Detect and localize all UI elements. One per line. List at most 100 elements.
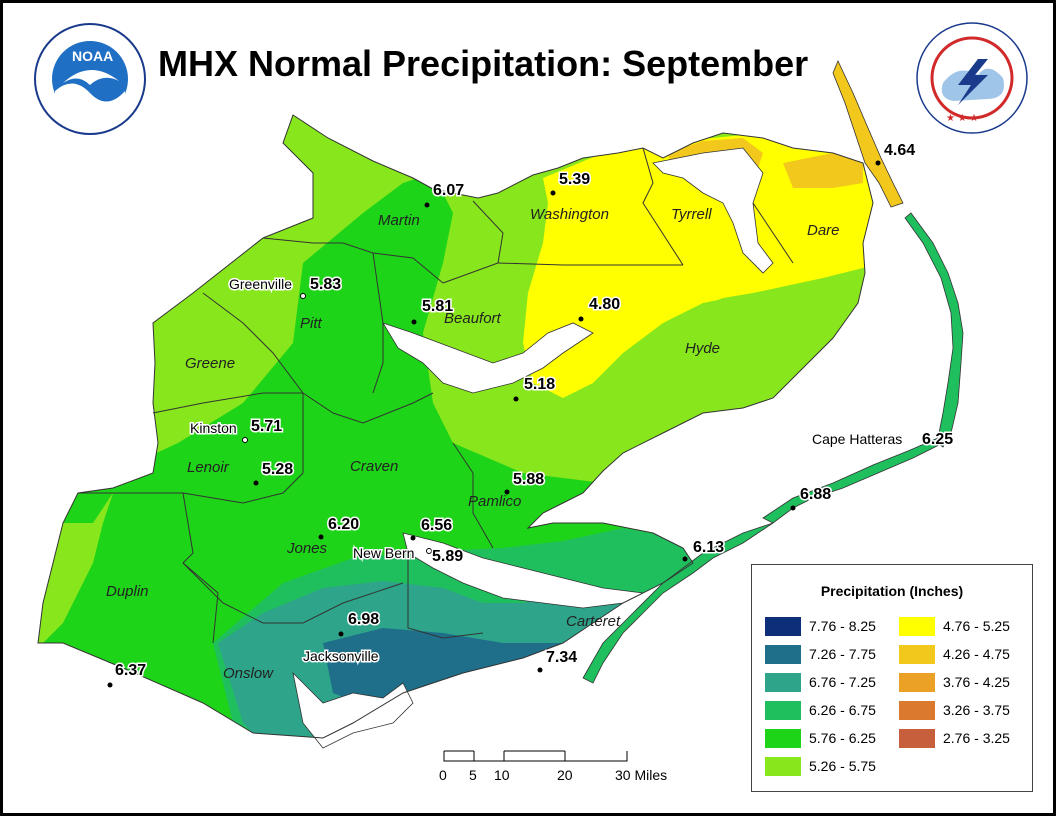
county-label: Carteret: [566, 613, 621, 630]
legend-swatch: [765, 700, 801, 720]
legend-title: Precipitation (Inches): [820, 583, 964, 599]
city-label: New Bern: [353, 545, 414, 561]
station-dot: [318, 534, 324, 540]
nws-logo: ★ ★ ★: [916, 22, 1028, 134]
station-value: 5.83: [310, 276, 341, 293]
zone-5-26-5-75-hyde: [623, 278, 873, 423]
scale-bar: [443, 750, 628, 762]
boundary-pitt-greene: [202, 292, 304, 394]
station-value: 6.88: [800, 486, 831, 503]
legend-label: 6.26 - 6.75: [809, 702, 876, 718]
station-value: 6.56: [421, 517, 452, 534]
boundary-washington-tyrrell: [642, 147, 684, 266]
boundary-duplin-lenoir: [78, 492, 194, 564]
boundary-lenoir-jones: [182, 393, 304, 504]
scale-label: 0: [439, 767, 447, 783]
legend-swatch: [765, 756, 801, 776]
albemarle-river-inlet: [652, 147, 774, 274]
county-label: Duplin: [106, 583, 149, 600]
boundary-martin-pitt: [262, 237, 444, 284]
station-dot: [537, 667, 543, 673]
station-dot: [411, 319, 417, 325]
legend-label: 6.76 - 7.25: [809, 674, 876, 690]
station-value: 5.39: [559, 171, 590, 188]
station-value: 6.13: [693, 539, 724, 556]
scale-bar-labels: 0 5 10 20 30 Miles: [439, 767, 667, 783]
city-labels: Greenville Kinston Cape Hatteras New Ber…: [189, 275, 904, 666]
legend-label: 3.26 - 3.75: [943, 702, 1010, 718]
station-value: 6.20: [328, 516, 359, 533]
boundary-washington-beaufort: [497, 262, 683, 266]
legend-item: 2.76 - 3.25: [899, 728, 1010, 748]
legend-label: 5.76 - 6.25: [809, 730, 876, 746]
county-label: Onslow: [223, 665, 274, 682]
station-markers: [107, 160, 881, 688]
legend-label: 2.76 - 3.25: [943, 730, 1010, 746]
boundary-lenoir-craven: [302, 392, 434, 424]
legend-item: 4.26 - 4.75: [899, 644, 1010, 664]
city-label: Cape Hatteras: [812, 431, 902, 447]
scale-label: 30 Miles: [615, 767, 667, 783]
county-label: Pamlico: [468, 493, 521, 510]
precipitation-map: Martin Washington Tyrrell Dare Pitt Beau…: [34, 22, 1028, 783]
station-value: 5.89: [432, 548, 463, 565]
legend-label: 3.76 - 4.25: [943, 674, 1010, 690]
legend-swatch: [899, 672, 935, 692]
station-dot: [424, 202, 430, 208]
boundary-craven-pamlico: [452, 442, 494, 549]
county-label: Dare: [807, 222, 840, 239]
city-label: Jacksonville: [303, 648, 379, 664]
station-value: 5.71: [251, 418, 282, 435]
boundary-carteret: [407, 553, 484, 639]
station-dot: [790, 505, 796, 511]
page-title: MHX Normal Precipitation: September: [158, 43, 809, 84]
station-dot: [550, 190, 556, 196]
county-label: Martin: [378, 212, 420, 229]
station-value: 5.81: [422, 298, 453, 315]
boundary-pitt-beaufort: [372, 252, 384, 394]
boundary-tyrrell-dare: [752, 202, 794, 264]
station-value: 5.28: [262, 461, 293, 478]
legend-label: 4.26 - 4.75: [943, 646, 1010, 662]
outer-banks: [582, 60, 964, 684]
legend-swatch: [899, 728, 935, 748]
boundary-duplin-onslow: [182, 562, 219, 644]
legend-swatch: [765, 644, 801, 664]
station-dot: [682, 556, 688, 562]
county-boundaries: [37, 114, 874, 739]
legend-item: 5.26 - 5.75: [765, 756, 876, 776]
county-label: Craven: [350, 458, 398, 475]
station-value: 6.07: [433, 182, 464, 199]
station-dot: [338, 631, 344, 637]
legend-swatch: [765, 728, 801, 748]
station-dot: [513, 396, 519, 402]
county-label: Greene: [185, 355, 235, 372]
station-value: 5.88: [513, 471, 544, 488]
station-value: 6.25: [922, 431, 953, 448]
county-labels: Martin Washington Tyrrell Dare Pitt Beau…: [106, 206, 840, 682]
legend-item: 6.76 - 7.25: [765, 672, 876, 692]
station-dot: [875, 160, 881, 166]
county-label: Hyde: [685, 340, 720, 357]
county-label: Washington: [530, 206, 609, 223]
svg-text:NOAA: NOAA: [72, 48, 113, 64]
county-label: Tyrrell: [671, 206, 712, 223]
new-river: [292, 671, 414, 749]
station-dot: [300, 293, 306, 299]
station-values: 6.07 5.39 4.64 5.83 5.81 4.80 5.18 5.71 …: [114, 141, 955, 681]
legend-swatch: [899, 644, 935, 664]
legend-swatch: [899, 700, 935, 720]
county-label: Jones: [286, 540, 328, 557]
legend: Precipitation (Inches) 7.76 - 8.25 7.26 -…: [751, 564, 1033, 792]
scale-label: 5: [469, 767, 477, 783]
station-dot: [578, 316, 584, 322]
scale-label: 10: [494, 767, 510, 783]
legend-item: 3.26 - 3.75: [899, 700, 1010, 720]
county-label: Lenoir: [187, 459, 230, 476]
zone-6-76-7-25: [218, 581, 703, 738]
zone-4-26-4-75-dare: [783, 153, 863, 188]
station-value: 6.37: [115, 662, 146, 679]
scale-label: 20: [557, 767, 573, 783]
zone-4-76-5-25: [523, 133, 873, 398]
